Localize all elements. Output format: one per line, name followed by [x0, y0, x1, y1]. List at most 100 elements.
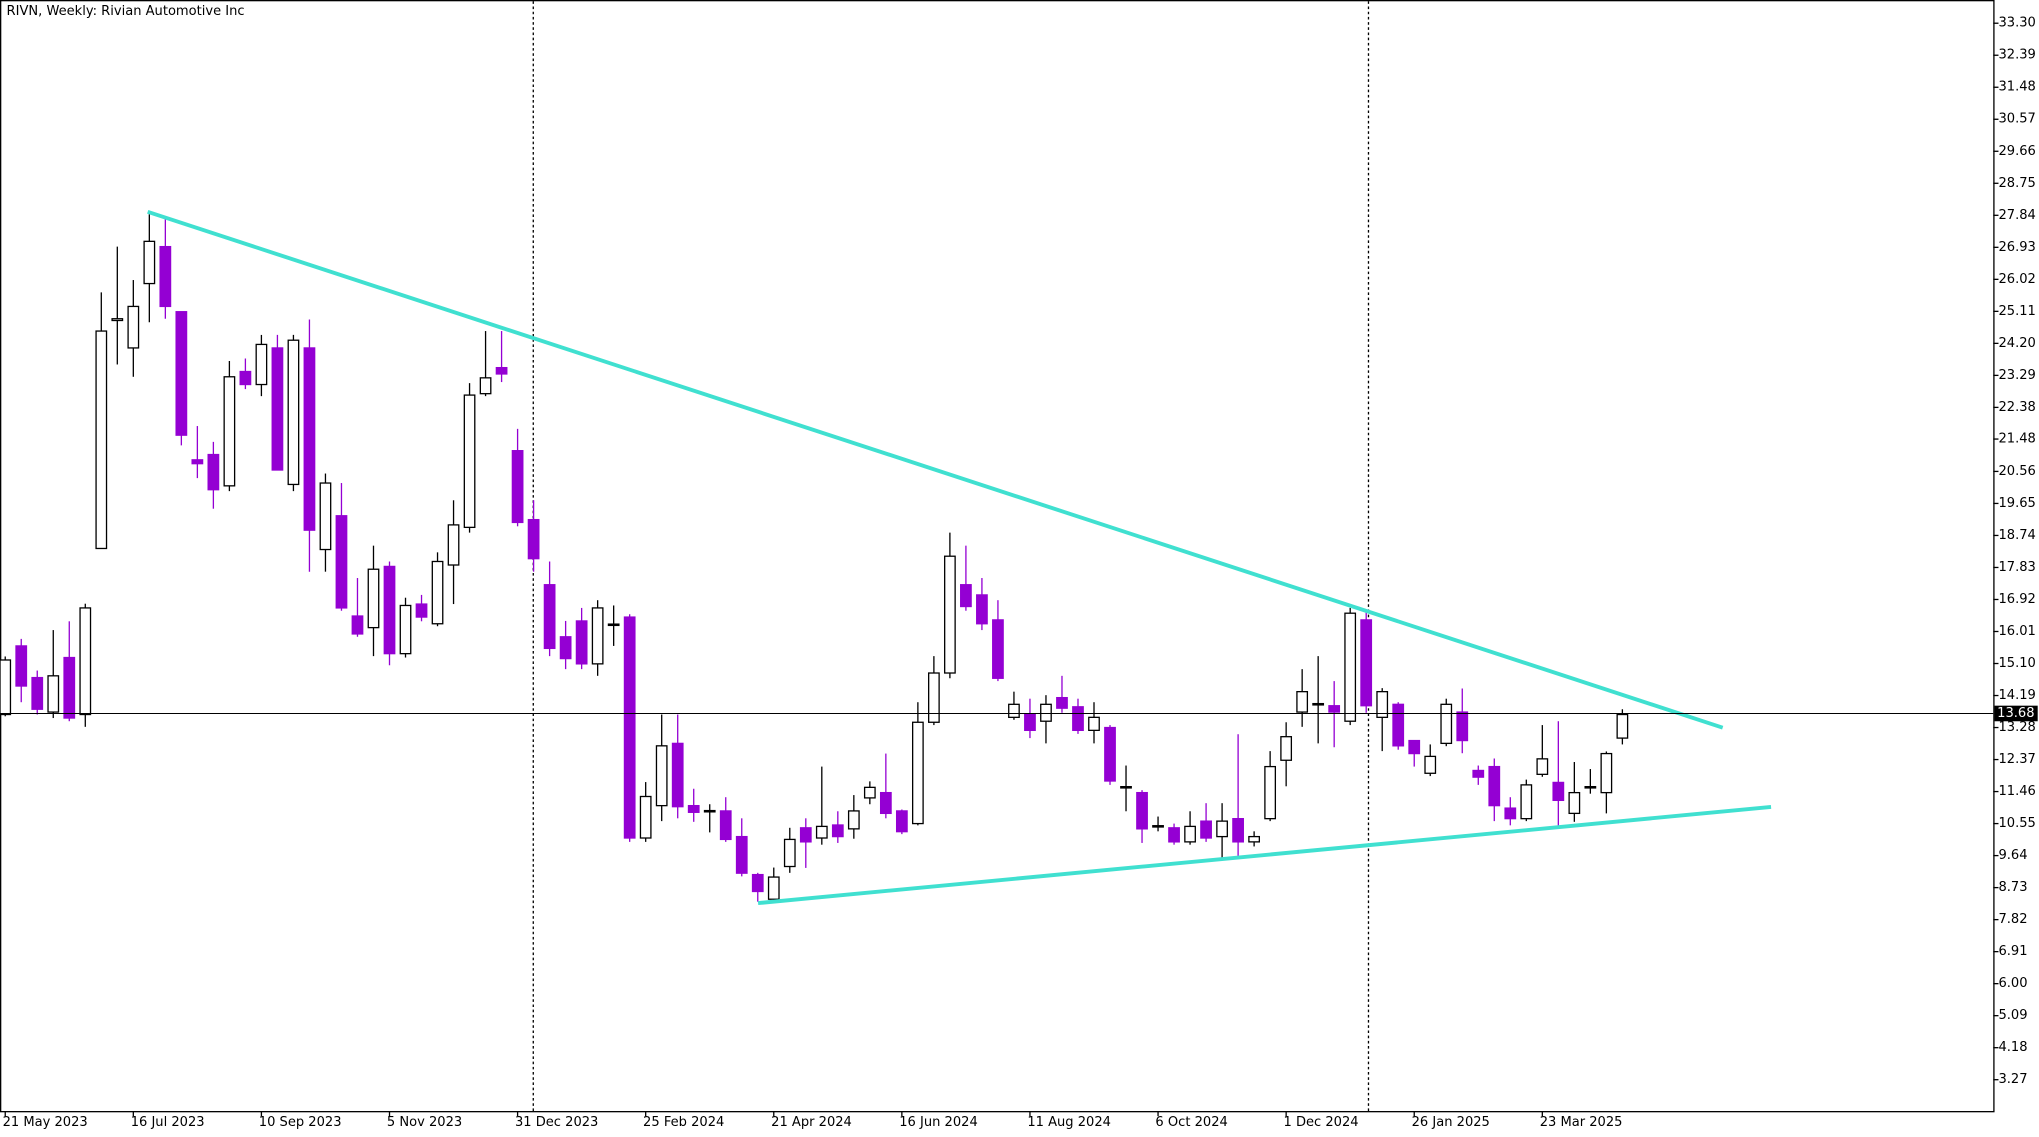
candle-body [1472, 769, 1485, 778]
candle-body [239, 370, 252, 386]
candle-body [1408, 739, 1421, 755]
candle-body [767, 876, 780, 900]
candle-body [687, 804, 700, 813]
candle-body [127, 305, 140, 349]
x-tick-label: 16 Jul 2023 [131, 1115, 205, 1130]
candle-body [799, 827, 812, 843]
candle-body [1168, 827, 1180, 843]
candle-body [1008, 703, 1020, 718]
x-tick-label: 10 Sep 2023 [259, 1115, 342, 1130]
y-tick-label: 20.56 [1998, 464, 2035, 479]
y-tick-label: 23.29 [1998, 368, 2035, 383]
y-tick-label: 31.48 [1998, 80, 2035, 95]
candle-body [559, 636, 572, 660]
candle-body [1520, 784, 1533, 820]
candle-body [1184, 825, 1196, 843]
candle-body [447, 524, 460, 566]
candle-body [303, 347, 316, 531]
candle-body [783, 838, 796, 868]
candle-body [1456, 711, 1469, 742]
candle-body [639, 795, 652, 839]
candle-body [1536, 758, 1549, 775]
y-tick-label: 13.28 [1998, 720, 2035, 735]
candle-body [1312, 702, 1325, 706]
candle-body [399, 604, 412, 655]
candle-body [1216, 820, 1228, 838]
x-tick-label: 21 May 2023 [3, 1115, 88, 1130]
candle-body [143, 240, 156, 285]
candle-body [207, 453, 220, 491]
y-tick-label: 25.11 [1998, 304, 2035, 319]
candle-body [79, 607, 92, 716]
y-tick-label: 16.01 [1998, 624, 2035, 639]
candle-body [63, 656, 76, 719]
x-tick-label: 23 Mar 2025 [1540, 1115, 1623, 1130]
x-tick-label: 21 Apr 2024 [771, 1115, 852, 1130]
y-tick-label: 22.38 [1998, 400, 2035, 415]
candle-body [1488, 765, 1501, 807]
candle-body [960, 584, 972, 608]
candle-body [1344, 612, 1357, 722]
candle-body [1440, 703, 1453, 745]
y-tick-label: 12.37 [1998, 752, 2035, 767]
plot-frame [0, 0, 1995, 1113]
candle-body [415, 603, 428, 618]
y-tick-label: 29.66 [1998, 144, 2035, 159]
y-tick-label: 9.64 [1998, 848, 2027, 863]
candle-body [255, 343, 268, 386]
candle-body [543, 584, 556, 650]
y-tick-label: 30.57 [1998, 112, 2035, 127]
candle-body [95, 330, 108, 550]
candle-body [1072, 706, 1084, 732]
candle-body [479, 377, 492, 395]
candle-body [367, 568, 380, 629]
candle-body [175, 311, 188, 436]
candle-body [671, 742, 684, 808]
x-tick-label: 25 Feb 2024 [643, 1115, 724, 1130]
candle-body [751, 873, 764, 893]
x-tick-label: 16 Jun 2024 [899, 1115, 978, 1130]
trend-line [757, 805, 1772, 906]
candle-body [0, 659, 12, 716]
candle-body [976, 594, 988, 625]
candle-body [351, 615, 364, 635]
candle-body [511, 450, 524, 524]
candle-body [287, 339, 300, 486]
x-tick-label: 6 Oct 2024 [1155, 1115, 1227, 1130]
candle-body [591, 607, 604, 665]
y-tick-label: 11.46 [1998, 784, 2035, 799]
candle-body [1152, 825, 1164, 828]
candle-body [928, 672, 940, 723]
candle-body [831, 824, 844, 838]
candle-body [815, 825, 828, 839]
candle-body [1024, 713, 1036, 732]
candle-body [992, 619, 1004, 679]
candle-body [1248, 835, 1260, 843]
candle-body [1328, 705, 1341, 713]
x-tick-label: 26 Jan 2025 [1412, 1115, 1490, 1130]
candle-body [944, 555, 956, 674]
y-tick-label: 8.73 [1998, 880, 2027, 895]
y-tick-label: 28.75 [1998, 176, 2035, 191]
candle-body [271, 347, 284, 471]
candle-body [1616, 713, 1629, 739]
candle-body [719, 810, 732, 841]
y-tick-label: 24.20 [1998, 336, 2035, 351]
candle-body [1392, 703, 1405, 747]
candle-body [1264, 765, 1277, 820]
candle-body [1568, 791, 1581, 815]
y-tick-label: 17.83 [1998, 560, 2035, 575]
y-tick-label: 14.19 [1998, 688, 2035, 703]
y-tick-label: 26.02 [1998, 272, 2035, 287]
y-tick-label: 6.00 [1998, 976, 2027, 991]
candle-body [1552, 781, 1565, 802]
candle-body [1088, 716, 1100, 732]
last-price-box [1994, 705, 2038, 722]
y-tick-label: 26.93 [1998, 240, 2035, 255]
candle-body [1232, 818, 1244, 843]
candle-body [1040, 703, 1052, 722]
x-tick-label: 5 Nov 2023 [387, 1115, 462, 1130]
candle-body [1120, 785, 1132, 789]
candle-body [847, 810, 860, 830]
